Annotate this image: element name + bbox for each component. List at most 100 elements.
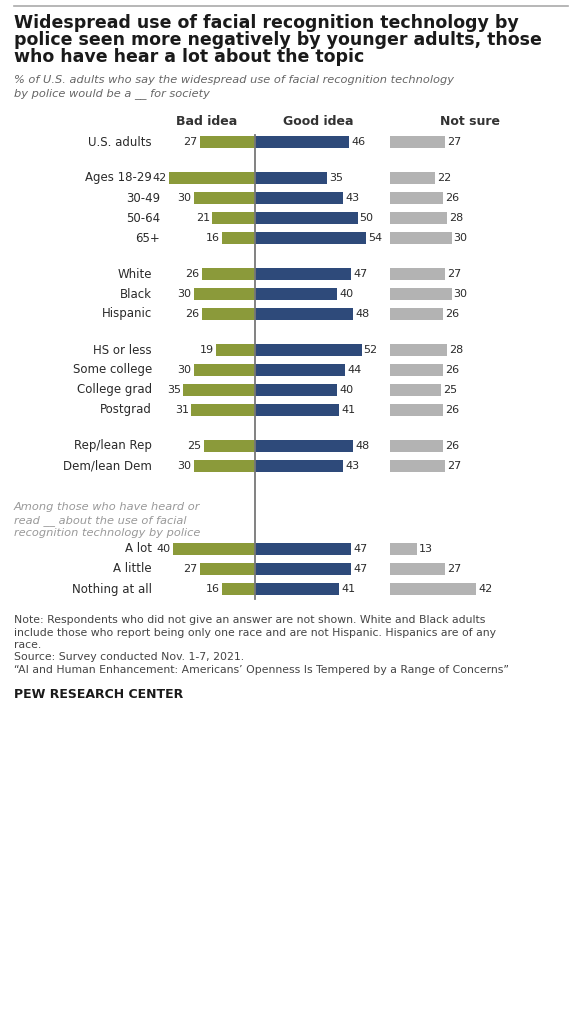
- Text: Hispanic: Hispanic: [102, 307, 152, 321]
- Text: 48: 48: [356, 309, 370, 319]
- Text: 30: 30: [453, 289, 467, 299]
- Text: 42: 42: [152, 173, 167, 183]
- Bar: [255, 308, 353, 319]
- Text: 46: 46: [352, 137, 365, 147]
- Text: 16: 16: [206, 233, 220, 243]
- Text: police seen more negatively by younger adults, those: police seen more negatively by younger a…: [14, 31, 542, 49]
- Text: Source: Survey conducted Nov. 1-7, 2021.: Source: Survey conducted Nov. 1-7, 2021.: [14, 652, 244, 663]
- Bar: [390, 365, 443, 376]
- Bar: [390, 232, 452, 244]
- Text: 26: 26: [445, 193, 459, 203]
- Bar: [255, 583, 339, 595]
- Text: 31: 31: [175, 406, 190, 415]
- Bar: [255, 193, 343, 204]
- Text: 43: 43: [345, 461, 359, 471]
- Text: Rep/lean Rep: Rep/lean Rep: [74, 439, 152, 453]
- Bar: [202, 268, 255, 280]
- Bar: [255, 212, 357, 224]
- Text: 40: 40: [339, 289, 353, 299]
- Text: 30: 30: [178, 193, 191, 203]
- Text: who have hear a lot about the topic: who have hear a lot about the topic: [14, 48, 364, 66]
- Bar: [390, 136, 445, 147]
- Text: 50: 50: [360, 213, 374, 223]
- Bar: [390, 193, 443, 204]
- Text: HS or less: HS or less: [93, 343, 152, 356]
- Bar: [255, 404, 339, 416]
- Bar: [390, 460, 445, 472]
- Bar: [200, 136, 255, 147]
- Text: by police would be a __ for society: by police would be a __ for society: [14, 88, 210, 99]
- Text: College grad: College grad: [77, 384, 152, 396]
- Text: 26: 26: [186, 309, 200, 319]
- Text: 19: 19: [200, 345, 214, 355]
- Bar: [255, 288, 337, 300]
- Bar: [255, 344, 361, 356]
- Bar: [255, 384, 337, 396]
- Text: A lot: A lot: [125, 543, 152, 555]
- Bar: [202, 308, 255, 319]
- Bar: [191, 404, 255, 416]
- Text: read __ about the use of facial: read __ about the use of facial: [14, 515, 186, 526]
- Text: race.: race.: [14, 640, 41, 650]
- Bar: [390, 440, 443, 452]
- Text: 21: 21: [196, 213, 210, 223]
- Text: 26: 26: [445, 406, 459, 415]
- Bar: [255, 136, 349, 147]
- Text: 25: 25: [187, 441, 202, 451]
- Text: 25: 25: [443, 385, 457, 395]
- Text: 44: 44: [347, 365, 361, 375]
- Bar: [173, 543, 255, 555]
- Bar: [222, 583, 255, 595]
- Text: A little: A little: [113, 562, 152, 575]
- Text: % of U.S. adults who say the widespread use of facial recognition technology: % of U.S. adults who say the widespread …: [14, 75, 454, 85]
- Text: 35: 35: [329, 173, 343, 183]
- Bar: [193, 365, 255, 376]
- Bar: [390, 563, 445, 574]
- Bar: [255, 440, 353, 452]
- Text: Widespread use of facial recognition technology by: Widespread use of facial recognition tec…: [14, 14, 519, 32]
- Text: 27: 27: [448, 461, 462, 471]
- Bar: [390, 583, 476, 595]
- Bar: [212, 212, 255, 224]
- Bar: [193, 193, 255, 204]
- Text: 26: 26: [445, 309, 459, 319]
- Text: Note: Respondents who did not give an answer are not shown. White and Black adul: Note: Respondents who did not give an an…: [14, 615, 485, 625]
- Bar: [255, 563, 352, 574]
- Text: Nothing at all: Nothing at all: [72, 583, 152, 596]
- Text: 30: 30: [178, 365, 191, 375]
- Text: “AI and Human Enhancement: Americans’ Openness Is Tempered by a Range of Concern: “AI and Human Enhancement: Americans’ Op…: [14, 665, 509, 675]
- Bar: [390, 404, 443, 416]
- Bar: [255, 232, 365, 244]
- Text: 35: 35: [167, 385, 181, 395]
- Bar: [390, 384, 441, 396]
- Text: 27: 27: [448, 137, 462, 147]
- Text: Dem/lean Dem: Dem/lean Dem: [63, 460, 152, 472]
- Bar: [255, 543, 352, 555]
- Text: 30: 30: [178, 289, 191, 299]
- Text: 26: 26: [445, 441, 459, 451]
- Text: 16: 16: [206, 584, 220, 594]
- Text: 47: 47: [353, 544, 368, 554]
- Bar: [390, 543, 417, 555]
- Text: 26: 26: [445, 365, 459, 375]
- Bar: [204, 440, 255, 452]
- Text: 40: 40: [339, 385, 353, 395]
- Text: 28: 28: [449, 213, 464, 223]
- Text: 30: 30: [178, 461, 191, 471]
- Text: 27: 27: [183, 137, 198, 147]
- Text: Good idea: Good idea: [283, 115, 353, 128]
- Bar: [390, 288, 452, 300]
- Text: Not sure: Not sure: [440, 115, 500, 128]
- Bar: [193, 288, 255, 300]
- Bar: [255, 172, 327, 184]
- Text: 30-49: 30-49: [126, 191, 160, 205]
- Text: Postgrad: Postgrad: [100, 403, 152, 417]
- Text: PEW RESEARCH CENTER: PEW RESEARCH CENTER: [14, 687, 183, 700]
- Bar: [255, 268, 352, 280]
- Bar: [390, 344, 448, 356]
- Text: 30: 30: [453, 233, 467, 243]
- Text: 27: 27: [183, 564, 198, 574]
- Text: U.S. adults: U.S. adults: [88, 135, 152, 148]
- Text: Ages 18-29: Ages 18-29: [85, 171, 152, 184]
- Text: 13: 13: [418, 544, 432, 554]
